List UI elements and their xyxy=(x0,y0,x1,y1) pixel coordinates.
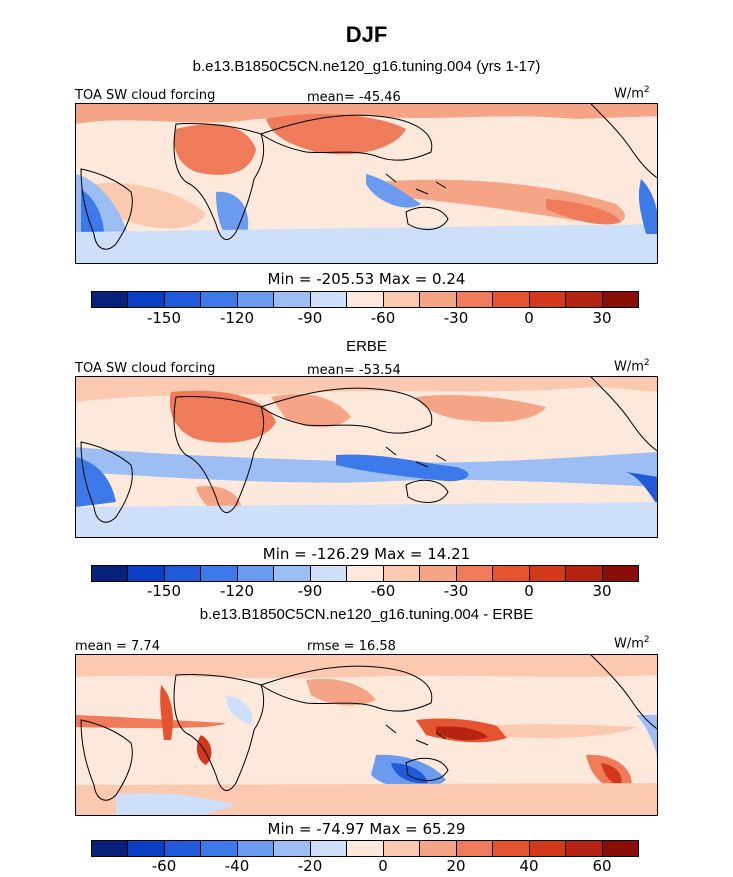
colorbar-swatch xyxy=(347,566,384,581)
panel-3-colorbar xyxy=(91,840,639,857)
colorbar-swatch xyxy=(92,292,129,307)
colorbar-tick-label: 20 xyxy=(446,857,466,875)
colorbar-swatch xyxy=(529,566,567,581)
colorbar-tick-label: -150 xyxy=(146,582,182,600)
colorbar-swatch xyxy=(493,292,530,307)
panel-1-minmax: Min = -205.53 Max = 0.24 xyxy=(267,270,466,288)
panel-1-mean-label: mean= -45.46 xyxy=(307,90,401,105)
colorbar-tick-label: -60 xyxy=(370,582,396,600)
panel-3-title: b.e13.B1850C5CN.ne120_g16.tuning.004 - E… xyxy=(199,606,534,623)
colorbar-tick-label: 0 xyxy=(524,309,534,327)
colorbar-swatch xyxy=(493,841,530,856)
panel-1-units: W/m2 xyxy=(614,85,650,102)
colorbar-swatch xyxy=(310,566,348,581)
colorbar-swatch xyxy=(420,292,457,307)
colorbar-swatch xyxy=(602,566,639,581)
colorbar-tick-label: -120 xyxy=(219,309,255,327)
colorbar-swatch xyxy=(602,841,639,856)
colorbar-tick-label: -60 xyxy=(151,857,177,875)
panel-1-map xyxy=(75,103,658,264)
colorbar-swatch xyxy=(566,292,603,307)
colorbar-swatch xyxy=(274,292,311,307)
colorbar-tick-label: -120 xyxy=(219,582,255,600)
colorbar-swatch xyxy=(529,841,567,856)
panel-2-minmax: Min = -126.29 Max = 14.21 xyxy=(262,545,471,563)
figure-title: DJF xyxy=(345,22,388,47)
colorbar-swatch xyxy=(420,841,457,856)
colorbar-tick-label: 60 xyxy=(592,857,612,875)
colorbar-swatch xyxy=(164,292,202,307)
colorbar-tick-label: 30 xyxy=(592,309,612,327)
colorbar-swatch xyxy=(201,841,238,856)
panel-1-colorbar xyxy=(91,291,639,308)
colorbar-swatch xyxy=(566,841,603,856)
colorbar-swatch xyxy=(164,841,202,856)
panel-1-colorbar-ticks: -150 -120 -90 -60 -30 0 30 xyxy=(91,311,639,327)
colorbar-swatch xyxy=(92,841,129,856)
colorbar-tick-label: -30 xyxy=(443,582,469,600)
colorbar-swatch xyxy=(347,292,384,307)
panel-2-field-label: TOA SW cloud forcing xyxy=(75,361,216,376)
colorbar-swatch xyxy=(274,566,311,581)
colorbar-swatch xyxy=(92,566,129,581)
colorbar-tick-label: -90 xyxy=(297,309,323,327)
colorbar-swatch xyxy=(164,566,202,581)
colorbar-swatch xyxy=(420,566,457,581)
panel-2-mean-label: mean= -53.54 xyxy=(307,363,401,378)
colorbar-swatch xyxy=(456,841,494,856)
panel-1-title: b.e13.B1850C5CN.ne120_g16.tuning.004 (yr… xyxy=(192,58,541,75)
panel-3-minmax: Min = -74.97 Max = 65.29 xyxy=(267,820,466,838)
colorbar-swatch xyxy=(310,841,348,856)
colorbar-tick-label: -30 xyxy=(443,309,469,327)
colorbar-tick-label: 30 xyxy=(592,582,612,600)
colorbar-swatch xyxy=(128,841,165,856)
colorbar-swatch xyxy=(237,841,275,856)
colorbar-tick-label: -90 xyxy=(297,582,323,600)
colorbar-swatch xyxy=(456,292,494,307)
panel-3-rmse-label: rmse = 16.58 xyxy=(307,639,396,654)
panel-3-map xyxy=(75,654,658,816)
panel-2-units: W/m2 xyxy=(614,358,650,375)
colorbar-tick-label: 40 xyxy=(519,857,539,875)
panel-1-field-label: TOA SW cloud forcing xyxy=(75,88,216,103)
panel-2-colorbar-ticks: -150 -120 -90 -60 -30 0 30 xyxy=(91,584,639,600)
colorbar-swatch xyxy=(347,841,384,856)
colorbar-swatch xyxy=(237,566,275,581)
colorbar-tick-label: 0 xyxy=(378,857,388,875)
colorbar-swatch xyxy=(383,292,421,307)
colorbar-swatch xyxy=(128,566,165,581)
colorbar-tick-label: -40 xyxy=(224,857,250,875)
colorbar-tick-label: -20 xyxy=(297,857,323,875)
colorbar-swatch xyxy=(201,566,238,581)
panel-2-map xyxy=(75,376,658,538)
colorbar-swatch xyxy=(128,292,165,307)
colorbar-swatch xyxy=(602,292,639,307)
colorbar-tick-label: -60 xyxy=(370,309,396,327)
panel-2-title: ERBE xyxy=(346,338,387,355)
colorbar-swatch xyxy=(310,292,348,307)
colorbar-swatch xyxy=(201,292,238,307)
colorbar-swatch xyxy=(493,566,530,581)
colorbar-swatch xyxy=(566,566,603,581)
colorbar-tick-label: 0 xyxy=(524,582,534,600)
panel-3-units: W/m2 xyxy=(614,635,650,652)
panel-3-colorbar-ticks: -60 -40 -20 0 20 40 60 xyxy=(91,859,639,875)
panel-2-colorbar xyxy=(91,565,639,582)
colorbar-swatch xyxy=(383,841,421,856)
colorbar-swatch xyxy=(237,292,275,307)
colorbar-tick-label: -150 xyxy=(146,309,182,327)
colorbar-swatch xyxy=(274,841,311,856)
colorbar-swatch xyxy=(456,566,494,581)
panel-3-mean-label: mean = 7.74 xyxy=(75,639,160,654)
colorbar-swatch xyxy=(383,566,421,581)
colorbar-swatch xyxy=(529,292,567,307)
